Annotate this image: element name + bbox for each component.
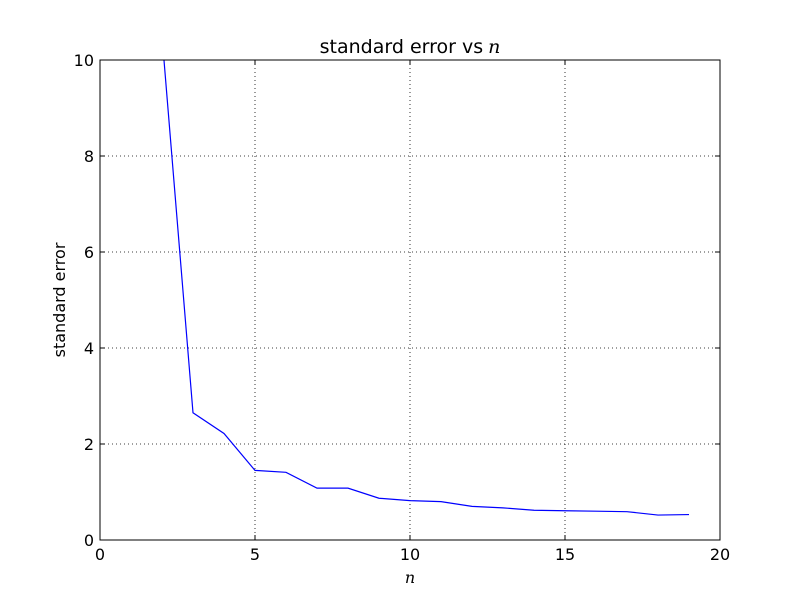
- x-tick-label: 10: [400, 545, 420, 564]
- x-tick-label: 15: [555, 545, 575, 564]
- y-tick-label: 6: [84, 243, 94, 262]
- x-tick-label: 5: [250, 545, 260, 564]
- tick-labels: 0 5 10 15 20 0 2 4 6 8 10: [74, 51, 731, 564]
- y-tick-label: 4: [84, 339, 94, 358]
- y-tick-label: 10: [74, 51, 94, 70]
- series-line: [163, 60, 690, 516]
- y-tick-label: 0: [84, 531, 94, 550]
- plot-frame: [99, 59, 721, 541]
- chart-title-math: n: [488, 36, 500, 58]
- grid-lines: [100, 60, 720, 540]
- y-tick-label: 2: [84, 435, 94, 454]
- x-tick-label: 20: [710, 545, 730, 564]
- x-axis-label: n: [405, 568, 415, 587]
- x-tick-label: 0: [95, 545, 105, 564]
- y-tick-label: 8: [84, 147, 94, 166]
- chart-title-text: standard error vs: [320, 36, 484, 58]
- series-group: [163, 60, 690, 516]
- chart-title: standard error vs n: [320, 36, 501, 58]
- y-axis-label: standard error: [50, 242, 69, 357]
